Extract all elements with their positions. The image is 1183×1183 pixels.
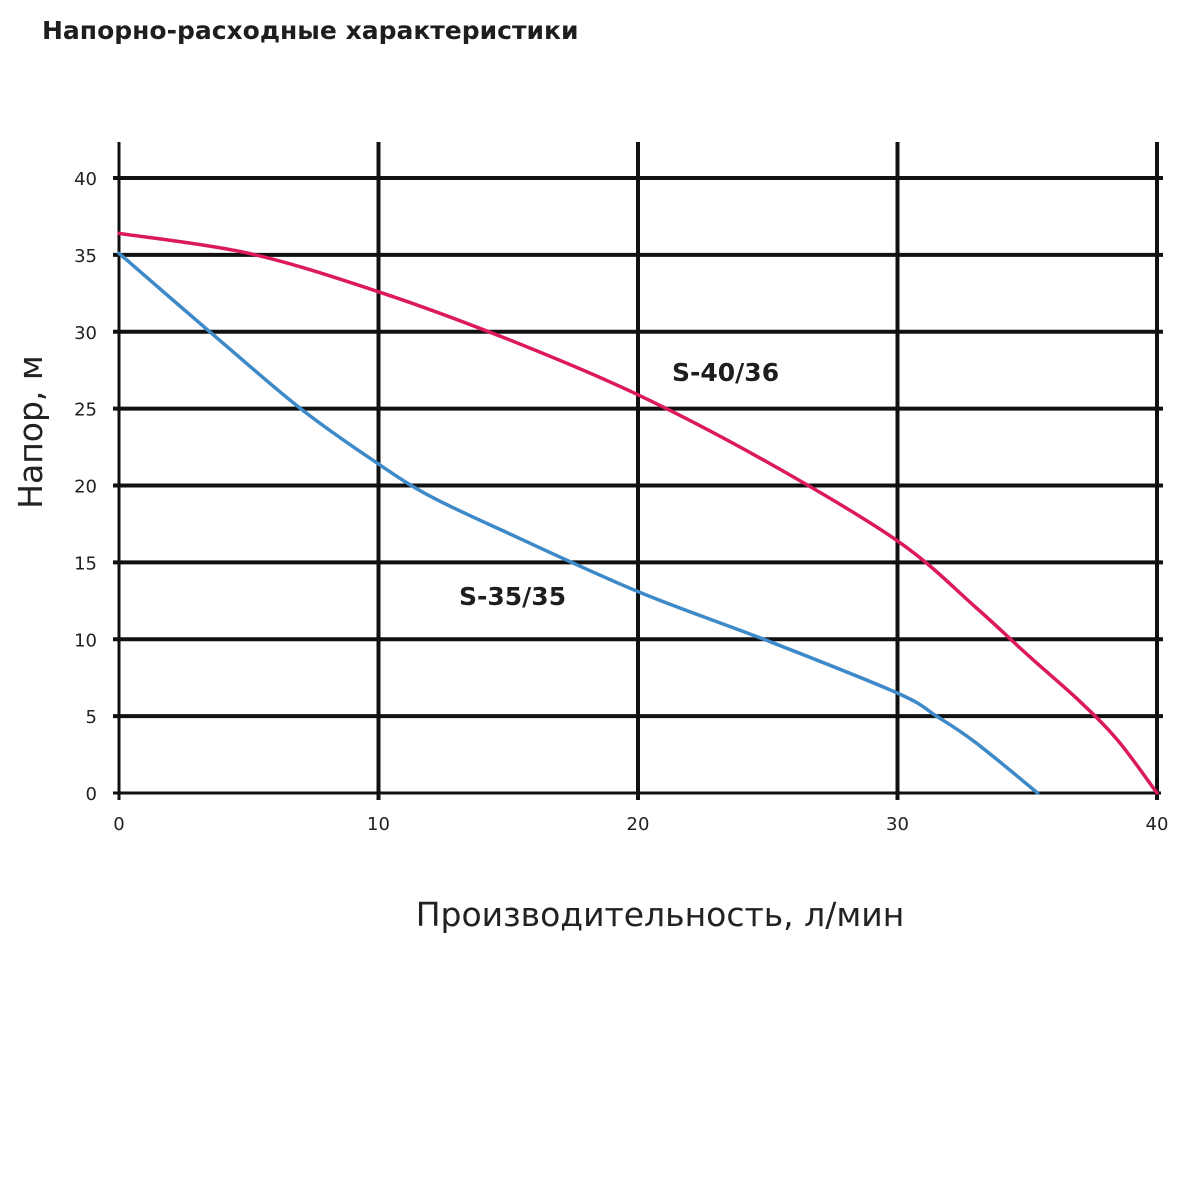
y-tick-label: 30 <box>74 323 97 344</box>
x-tick-label: 0 <box>113 814 124 835</box>
y-tick-label: 10 <box>74 630 97 651</box>
y-tick-label: 15 <box>74 553 97 574</box>
series-layer <box>117 231 1159 795</box>
y-tick-label: 25 <box>74 400 97 421</box>
x-tick-label: 40 <box>1146 814 1169 835</box>
series-line-s-40-36 <box>117 231 1159 795</box>
y-tick-labels: 0 5 10 15 20 25 30 35 40 <box>74 169 97 805</box>
x-tick-label: 10 <box>367 814 390 835</box>
y-tick-label: 40 <box>74 169 97 190</box>
series-label-layer: S-40/36 S-35/35 <box>459 358 779 611</box>
x-tick-labels: 0 10 20 30 40 <box>113 814 1168 835</box>
x-tick-label: 20 <box>627 814 650 835</box>
series-label-s-40-36: S-40/36 <box>672 358 779 387</box>
y-axis-label: Напор, м <box>11 355 50 509</box>
chart-title: Напорно-расходные характеристики <box>42 16 579 45</box>
y-tick-label: 35 <box>74 246 97 267</box>
series-label-s-35-35: S-35/35 <box>459 582 566 611</box>
y-tick-label: 5 <box>86 707 97 728</box>
x-axis-label: Производительность, л/мин <box>416 895 905 934</box>
y-tick-label: 20 <box>74 477 97 498</box>
series-line-s-35-35 <box>117 251 1040 795</box>
grid-layer <box>113 142 1163 800</box>
x-tick-label: 30 <box>886 814 909 835</box>
y-tick-label: 0 <box>86 784 97 805</box>
